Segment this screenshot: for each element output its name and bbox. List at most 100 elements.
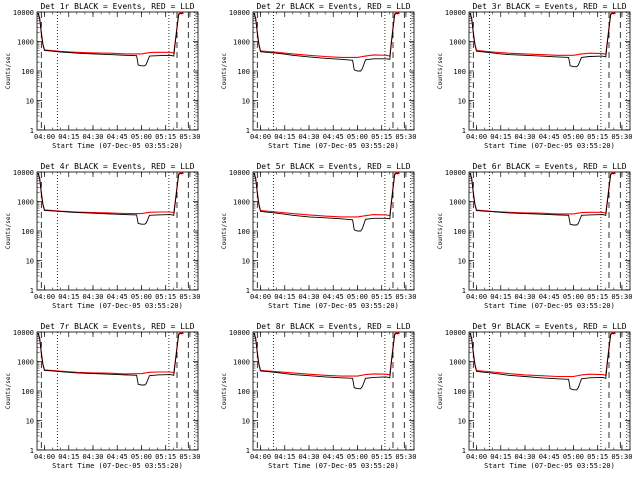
x-tick-label: 05:30 [395, 133, 416, 141]
y-tick-label: 10 [26, 98, 34, 106]
x-tick-label: 05:15 [371, 453, 392, 461]
series-line-lld [253, 12, 400, 58]
x-tick-label: 04:00 [466, 293, 487, 301]
x-tick-label: 05:15 [371, 293, 392, 301]
series-line-lld [37, 12, 184, 55]
x-tick-label: 04:15 [490, 293, 511, 301]
y-tick-label: 1000 [233, 39, 250, 47]
x-axis-label: Start Time (07-Dec-05 03:55:20) [484, 302, 615, 310]
plot-frame [468, 171, 631, 291]
y-tick-label: 10000 [445, 9, 466, 17]
x-tick-label: 05:00 [131, 453, 152, 461]
x-tick-label: 04:00 [466, 133, 487, 141]
panel-title: Det 4r BLACK = Events, RED = LLD [40, 162, 194, 171]
x-tick-label: 05:00 [563, 453, 584, 461]
y-tick-label: 1000 [233, 199, 250, 207]
x-axis-label: Start Time (07-Dec-05 03:55:20) [484, 142, 615, 150]
x-tick-label: 04:00 [466, 453, 487, 461]
x-tick-label: 05:00 [131, 293, 152, 301]
x-tick-label: 05:15 [587, 453, 608, 461]
x-tick-label: 04:30 [514, 133, 535, 141]
y-tick-label: 1 [462, 127, 466, 135]
y-axis-label: Counts/sec [221, 213, 228, 250]
x-tick-label: 04:30 [82, 453, 103, 461]
y-axis-label: Counts/sec [221, 373, 228, 410]
x-tick-label: 04:30 [514, 293, 535, 301]
x-tick-label: 04:00 [250, 133, 271, 141]
y-axis-label: Counts/sec [5, 53, 12, 90]
x-tick-label: 04:45 [323, 293, 344, 301]
y-tick-label: 10 [458, 258, 466, 266]
y-tick-label: 1 [246, 127, 250, 135]
y-axis-label: Counts/sec [437, 213, 444, 250]
x-tick-label: 04:30 [298, 293, 319, 301]
x-tick-label: 04:45 [539, 293, 560, 301]
x-tick-label: 04:00 [34, 293, 55, 301]
x-axis-label: Start Time (07-Dec-05 03:55:20) [268, 142, 399, 150]
y-tick-label: 10000 [229, 169, 250, 177]
panel-title: Det 1r BLACK = Events, RED = LLD [40, 2, 194, 11]
x-tick-label: 05:00 [131, 133, 152, 141]
x-tick-label: 05:30 [611, 453, 632, 461]
y-tick-label: 100 [237, 68, 250, 76]
y-tick-label: 10000 [229, 9, 250, 17]
x-tick-label: 04:30 [298, 133, 319, 141]
series-line-events [469, 12, 616, 68]
y-tick-label: 100 [453, 68, 466, 76]
plot-frame [36, 171, 199, 291]
x-tick-label: 04:00 [34, 133, 55, 141]
x-tick-label: 05:00 [347, 453, 368, 461]
x-tick-label: 04:30 [82, 293, 103, 301]
y-tick-label: 1000 [17, 359, 34, 367]
x-tick-label: 05:30 [179, 453, 200, 461]
x-tick-label: 05:30 [179, 293, 200, 301]
y-tick-label: 10000 [13, 9, 34, 17]
x-tick-label: 04:30 [82, 133, 103, 141]
x-tick-label: 04:30 [298, 453, 319, 461]
series-line-lld [37, 172, 184, 215]
y-tick-label: 100 [453, 228, 466, 236]
series-line-events [37, 172, 184, 225]
series-line-lld [253, 332, 400, 377]
x-tick-label: 04:45 [107, 293, 128, 301]
y-tick-label: 1000 [449, 39, 466, 47]
x-tick-label: 05:30 [395, 293, 416, 301]
panel-title: Det 7r BLACK = Events, RED = LLD [40, 322, 194, 331]
y-tick-label: 1 [246, 447, 250, 455]
series-line-events [469, 332, 616, 391]
x-tick-label: 04:45 [107, 133, 128, 141]
panel-title: Det 6r BLACK = Events, RED = LLD [472, 162, 626, 171]
y-axis-label: Counts/sec [437, 53, 444, 90]
panel-det-6: Det 6r BLACK = Events, RED = LLD 1 10 100 10… [437, 162, 632, 310]
x-tick-label: 05:15 [371, 133, 392, 141]
x-tick-label: 04:45 [323, 453, 344, 461]
y-tick-label: 100 [237, 228, 250, 236]
x-tick-label: 04:15 [58, 453, 79, 461]
y-tick-label: 10000 [13, 329, 34, 337]
y-axis-label: Counts/sec [5, 213, 12, 250]
y-tick-label: 100 [21, 388, 34, 396]
series-line-lld [469, 12, 616, 56]
x-tick-label: 05:15 [155, 133, 176, 141]
x-tick-label: 04:15 [274, 293, 295, 301]
x-tick-label: 04:00 [250, 453, 271, 461]
x-axis-label: Start Time (07-Dec-05 03:55:20) [268, 462, 399, 470]
y-tick-label: 100 [237, 388, 250, 396]
x-tick-label: 04:45 [539, 453, 560, 461]
panel-det-5: Det 5r BLACK = Events, RED = LLD 1 10 100 10… [221, 162, 416, 310]
y-tick-label: 10000 [229, 329, 250, 337]
x-tick-label: 04:15 [274, 453, 295, 461]
y-tick-label: 10000 [445, 329, 466, 337]
y-tick-label: 10000 [445, 169, 466, 177]
series-line-lld [469, 172, 616, 215]
y-tick-label: 1000 [449, 199, 466, 207]
y-tick-label: 1 [30, 447, 34, 455]
plot-frame [36, 331, 199, 451]
y-tick-label: 1 [30, 287, 34, 295]
panel-title: Det 2r BLACK = Events, RED = LLD [256, 2, 410, 11]
y-tick-label: 10 [242, 418, 250, 426]
y-tick-label: 10 [242, 98, 250, 106]
x-tick-label: 05:15 [587, 293, 608, 301]
plot-frame [252, 171, 415, 291]
